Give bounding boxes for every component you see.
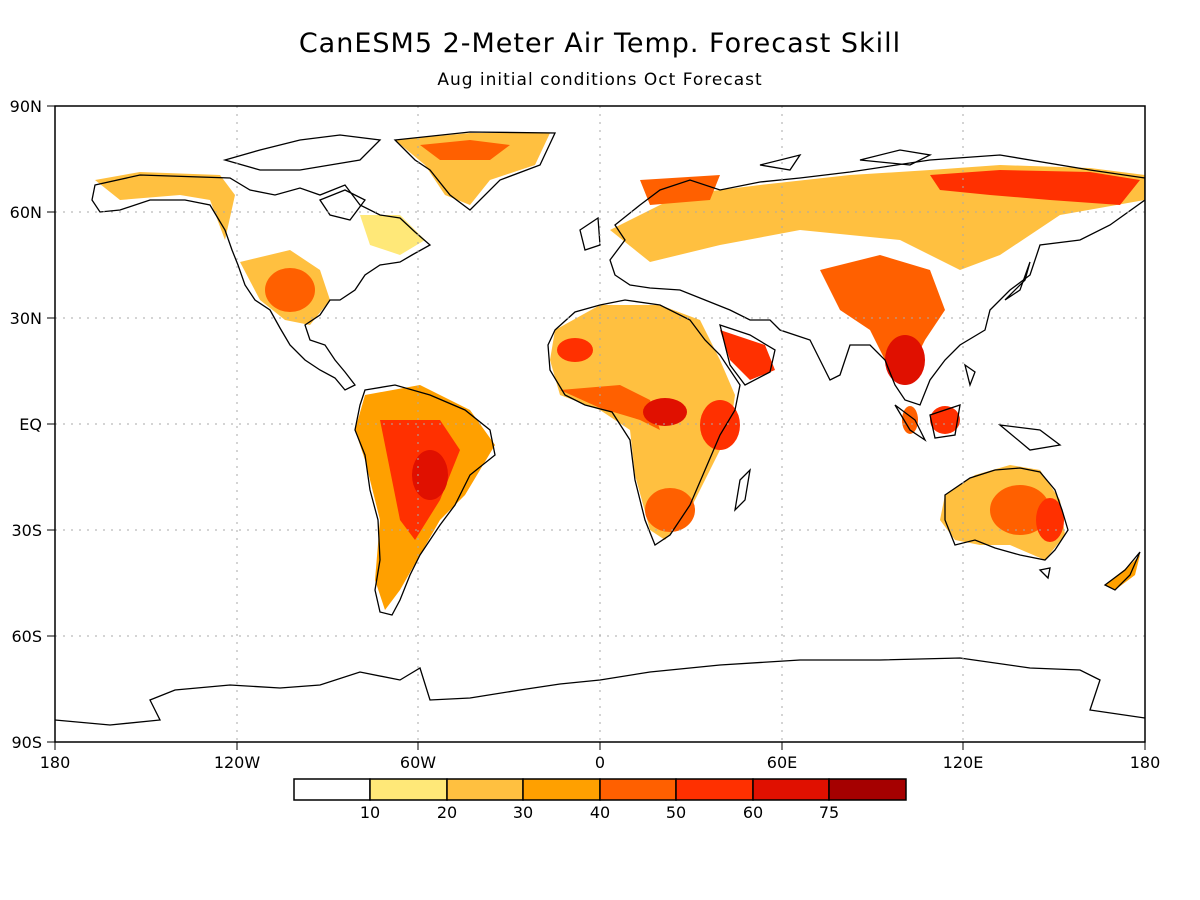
colorbar: 10 20 30 40 50 60 75 [293, 778, 907, 822]
lat-axis: 90N 60N 30N EQ 30S 60S 90S [10, 97, 55, 752]
lat-tick-label: EQ [19, 415, 42, 434]
lon-tick-label: 120W [214, 753, 261, 772]
lat-tick-label: 60N [10, 203, 42, 222]
colorbar-label: 60 [743, 803, 763, 822]
lat-tick-label: 30S [11, 521, 42, 540]
colorbar-box [675, 778, 754, 801]
colorbar-box [752, 778, 830, 801]
lon-tick-label: 120E [943, 753, 984, 772]
graticule [55, 106, 1145, 742]
lon-tick-label: 60W [400, 753, 436, 772]
lon-tick-label: 180 [1130, 753, 1161, 772]
lon-tick-label: 180 [40, 753, 71, 772]
colorbar-box [369, 778, 448, 801]
colorbar-box [293, 778, 371, 801]
map-layer [55, 106, 1145, 742]
map-title: CanESM5 2-Meter Air Temp. Forecast Skill [298, 28, 902, 59]
colorbar-box [599, 778, 677, 801]
colorbar-box [522, 778, 601, 801]
colorbar-label: 20 [437, 803, 457, 822]
map-subtitle: Aug initial conditions Oct Forecast [437, 70, 763, 90]
skill-shading [95, 133, 1145, 610]
lat-tick-label: 60S [11, 627, 42, 646]
lon-tick-label: 0 [595, 753, 605, 772]
colorbar-label: 10 [360, 803, 380, 822]
lon-axis: 180 120W 60W 0 60E 120E 180 [40, 742, 1161, 772]
lat-tick-label: 30N [10, 309, 42, 328]
colorbar-label: 75 [819, 803, 839, 822]
colorbar-label: 40 [590, 803, 610, 822]
lat-tick-label: 90S [11, 733, 42, 752]
colorbar-label: 50 [666, 803, 686, 822]
coastlines [55, 131, 1145, 726]
colorbar-box [446, 778, 524, 801]
lat-tick-label: 90N [10, 97, 42, 116]
colorbar-box [828, 778, 907, 801]
colorbar-label: 30 [513, 803, 533, 822]
lon-tick-label: 60E [767, 753, 797, 772]
